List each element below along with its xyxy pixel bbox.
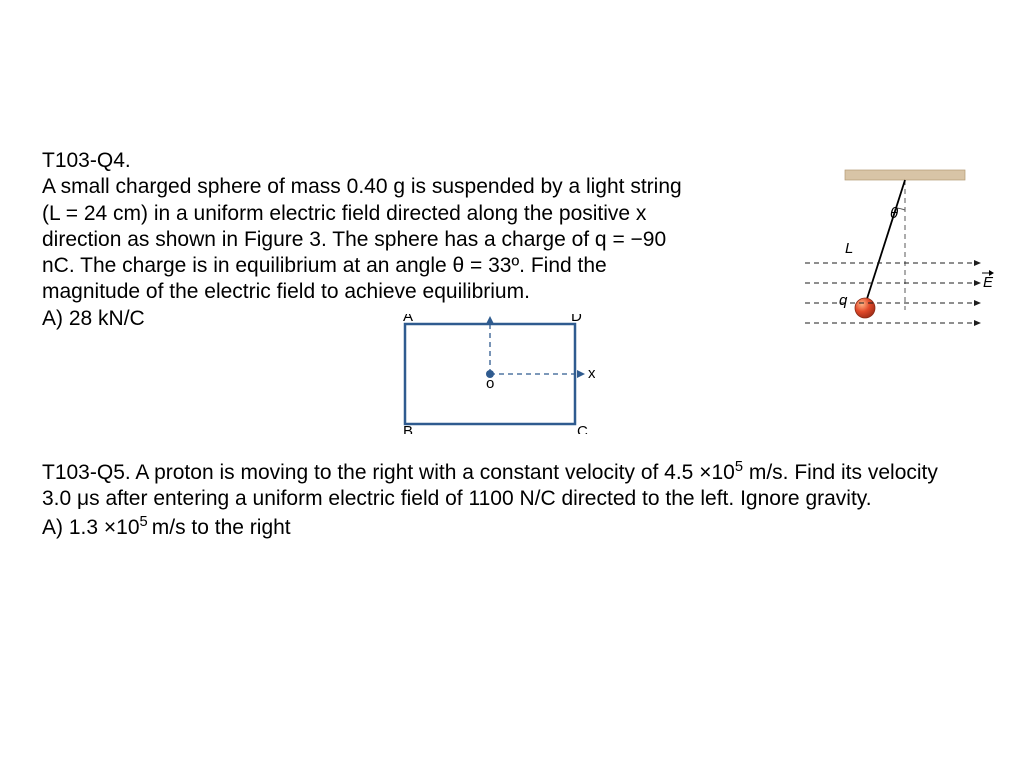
q5-answer-v1: 1.3 ×10 <box>69 516 140 539</box>
q5-answer-exp: 5 <box>140 514 152 530</box>
ceiling-bar <box>845 170 965 180</box>
q5-id: T103-Q5. <box>42 461 131 484</box>
q5-answer-prefix: A) <box>42 516 69 539</box>
label-q: q <box>839 292 848 309</box>
label-E: E <box>983 274 994 291</box>
q5-exp1: 5 <box>735 459 743 475</box>
label-L: L <box>845 240 853 257</box>
slide-page: T103-Q4. A small charged sphere of mass … <box>0 0 1024 768</box>
label-B: B <box>403 423 413 434</box>
label-x: x <box>588 365 595 382</box>
figure-pendulum-efield: L θ q E <box>785 165 995 355</box>
q4-text-block: T103-Q4. A small charged sphere of mass … <box>42 148 682 332</box>
q5-body-p1: A proton is moving to the right with a c… <box>131 461 735 484</box>
y-axis-arrowhead <box>486 316 494 324</box>
q5-answer-v2: m/s to the right <box>152 516 291 539</box>
q5-text-block: T103-Q5. A proton is moving to the right… <box>42 458 962 541</box>
label-origin: o <box>486 375 494 392</box>
label-A: A <box>403 314 413 325</box>
x-axis-arrowhead <box>577 370 585 378</box>
figure-square-abcd: A B C D x o <box>385 314 595 434</box>
label-theta: θ <box>890 205 898 222</box>
pendulum-string <box>865 180 905 305</box>
charged-sphere <box>855 298 875 318</box>
label-C: C <box>577 423 588 434</box>
q4-body: A small charged sphere of mass 0.40 g is… <box>42 175 682 303</box>
q4-answer-prefix: A) <box>42 307 69 330</box>
q4-answer-value: 28 kN/C <box>69 307 145 330</box>
q4-id: T103-Q4. <box>42 149 131 172</box>
label-D: D <box>571 314 582 325</box>
